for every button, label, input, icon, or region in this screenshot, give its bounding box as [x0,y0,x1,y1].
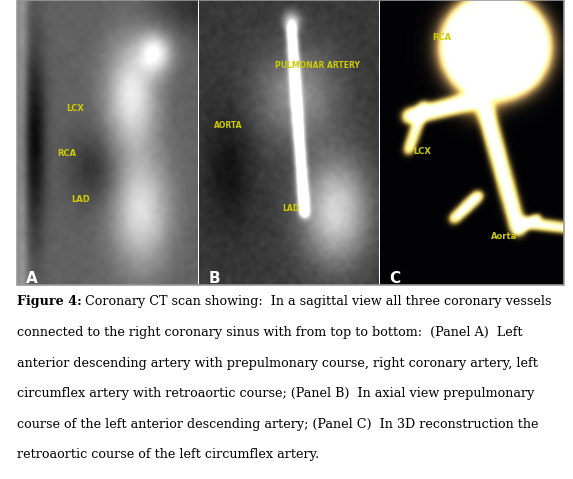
Text: LAD: LAD [71,195,90,204]
Text: Coronary CT scan showing:  In a sagittal view all three coronary vessels: Coronary CT scan showing: In a sagittal … [81,296,551,308]
Text: LAD: LAD [282,204,299,213]
Text: LCX: LCX [66,104,84,113]
Text: A: A [26,271,38,286]
Text: anterior descending artery with prepulmonary course, right coronary artery, left: anterior descending artery with prepulmo… [17,357,538,370]
Text: PULMONAR ARTERY: PULMONAR ARTERY [274,61,360,70]
Text: C: C [390,271,401,286]
Text: retroaortic course of the left circumflex artery.: retroaortic course of the left circumfle… [17,448,319,461]
Text: B: B [209,271,220,286]
Text: AORTA: AORTA [214,121,242,130]
Text: connected to the right coronary sinus with from top to bottom:  (Panel A)  Left: connected to the right coronary sinus wi… [17,326,523,339]
Text: Figure 4:: Figure 4: [17,296,82,308]
Text: circumflex artery with retroaortic course; (Panel B)  In axial view prepulmonary: circumflex artery with retroaortic cours… [17,387,535,400]
Text: course of the left anterior descending artery; (Panel C)  In 3D reconstruction t: course of the left anterior descending a… [17,418,539,431]
Text: RCA: RCA [57,149,76,159]
Text: RCA: RCA [432,33,451,42]
Text: Aorta: Aorta [491,232,517,241]
Text: LCX: LCX [414,147,431,156]
